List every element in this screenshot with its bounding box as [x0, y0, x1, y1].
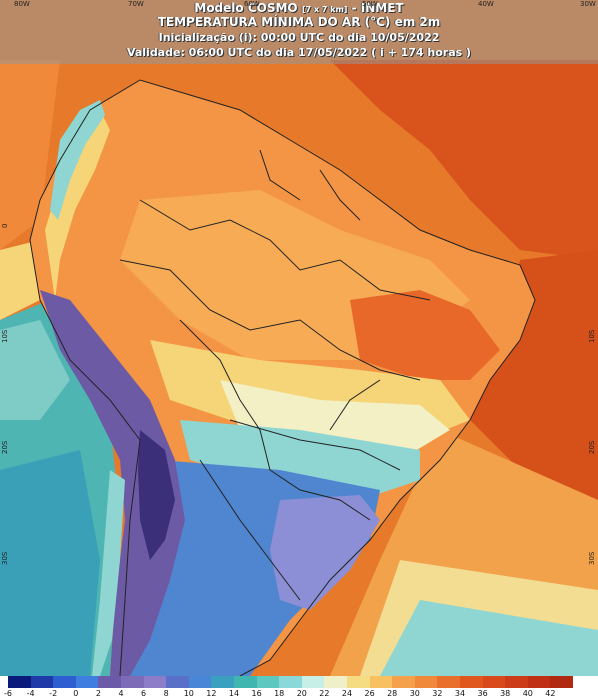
colorbar-swatch [324, 676, 347, 688]
andes-strip-cyan [50, 100, 105, 220]
temperature-colorbar: -6 -4 -2 0 2 4 6 8 10 12 14 16 18 20 22 24 26 28 30 32 34 36 3… [0, 676, 598, 700]
colorbar-swatch [279, 676, 302, 688]
lat-label-30s-right: 30S [588, 551, 596, 565]
andes-strip-light [45, 110, 110, 300]
header-initialization: Inicialização (i): 00:00 UTC do dia 10/0… [158, 31, 440, 44]
colorbar-tick-label: -4 [26, 689, 35, 698]
land-cyan-band [180, 420, 420, 500]
lon-label-70w: 70W [128, 0, 144, 8]
colorbar-swatch [482, 676, 506, 688]
lon-label-80w: 80W [14, 0, 30, 8]
colorbar-tick-label: 32 [432, 689, 443, 698]
colorbar-tick-label: 4 [118, 689, 124, 698]
colorbar-swatch [505, 676, 528, 688]
model-name: Modelo COSMO [194, 1, 298, 15]
colorbar-swatch [30, 676, 54, 688]
colorbar-tick-label: 22 [319, 689, 330, 698]
colorbar-tick-label: 42 [545, 689, 556, 698]
model-resolution: [7 x 7 km] [301, 5, 348, 14]
colorbar-swatch [301, 676, 325, 688]
chile-coast-cyan [92, 470, 125, 676]
lon-label-30w: 30W [580, 0, 596, 8]
colorbar-tick-label: -2 [49, 689, 58, 698]
lat-label-10s-right: 10S [588, 329, 596, 343]
lon-label-50w: 50W [362, 0, 378, 8]
lon-label-40w: 40W [478, 0, 494, 8]
colorbar-swatch [75, 676, 99, 688]
colorbar-swatch [369, 676, 393, 688]
land-central-hot [350, 290, 500, 380]
colorbar-tick-label: 38 [500, 689, 511, 698]
colorbar-tick-label: 28 [387, 689, 398, 698]
andes-purple [40, 290, 185, 676]
colorbar-swatch [392, 676, 415, 688]
colorbar-tick-label: 36 [477, 689, 488, 698]
ocean-south-cyan [380, 600, 598, 676]
colorbar-tick-label: 26 [364, 689, 375, 698]
pacific-orange [0, 60, 60, 250]
colorbar-tick-label: 12 [206, 689, 217, 698]
colorbar-swatch [256, 676, 280, 688]
land-cream-band [220, 380, 450, 460]
temperature-map [0, 0, 598, 676]
country-borders [29, 79, 536, 676]
colorbar-swatch [550, 676, 573, 688]
header-model-line: Modelo COSMO [7 x 7 km] - INMET [0, 1, 598, 15]
colorbar-swatch [53, 676, 76, 688]
colorbar-swatch [527, 676, 551, 688]
lat-label-30s: 30S [1, 551, 9, 565]
model-source: - INMET [351, 1, 404, 15]
ocean-hot-east [470, 250, 598, 500]
colorbar-tick-label: 8 [163, 689, 169, 698]
colorbar-tick-label: 30 [409, 689, 420, 698]
colorbar-swatch [437, 676, 460, 688]
pacific-deep [0, 450, 100, 676]
colorbar-tick-label: 34 [454, 689, 466, 698]
ocean-hot-north [330, 60, 598, 260]
colorbar-tick-label: 40 [522, 689, 533, 698]
colorbar-swatch [234, 676, 257, 688]
lat-label-20s: 20S [1, 440, 9, 454]
colorbar-swatch [347, 676, 370, 688]
colorbar-swatch [188, 676, 212, 688]
lon-label-60w: 60W [244, 0, 260, 8]
map-header: Modelo COSMO [7 x 7 km] - INMET TEMPERAT… [0, 0, 598, 64]
colorbar-tick-label: -6 [4, 689, 12, 698]
colorbar-tick-label: 20 [296, 689, 307, 698]
land-lavender [270, 495, 380, 610]
colorbar-swatch [414, 676, 438, 688]
lat-label-20s-right: 20S [588, 440, 596, 454]
header-variable: TEMPERATURA MÍNIMA DO AR (°C) em 2m [157, 15, 441, 29]
colorbar-swatch [98, 676, 121, 688]
colorbar-tick-label: 14 [228, 689, 240, 698]
colorbar-swatch [166, 676, 189, 688]
colorbar-tick-label: 24 [341, 689, 353, 698]
lat-label-10s: 10S [1, 329, 9, 343]
andes-dark-purple [138, 430, 175, 560]
colorbar-swatch [121, 676, 144, 688]
lat-label-0: 0 [1, 223, 9, 228]
colorbar-tick-label: 16 [251, 689, 262, 698]
colorbar-tick-label: 6 [141, 689, 147, 698]
pacific-yellow [0, 240, 40, 320]
colorbar-swatch [460, 676, 483, 688]
colorbar-tick-label: 18 [274, 689, 285, 698]
colorbar-tick-label: 0 [73, 689, 79, 698]
pacific-cyan [0, 320, 70, 420]
colorbar-swatch [143, 676, 167, 688]
colorbar-tick-label: 2 [95, 689, 101, 698]
colorbar-swatch [211, 676, 234, 688]
colorbar-swatch [8, 676, 31, 688]
colorbar-tick-label: 10 [183, 689, 194, 698]
header-validity: Validade: 06:00 UTC do dia 17/05/2022 ( … [126, 46, 472, 59]
